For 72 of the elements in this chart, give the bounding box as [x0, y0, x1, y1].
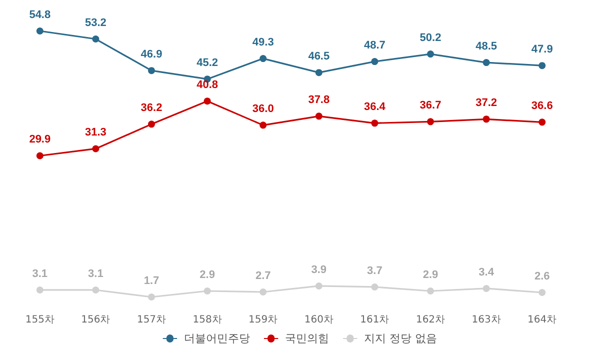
- point: [148, 67, 155, 74]
- data-label: 53.2: [84, 17, 106, 30]
- point: [315, 69, 322, 76]
- legend-label: 국민의힘: [285, 332, 330, 345]
- data-label: 2.9: [422, 268, 438, 281]
- x-tick-label: 159차: [248, 314, 278, 326]
- x-tick-label: 160차: [304, 314, 334, 326]
- point: [148, 294, 155, 300]
- data-label: 3.9: [311, 264, 327, 276]
- data-label: 36.0: [252, 103, 274, 116]
- point: [92, 286, 100, 294]
- data-label: 29.9: [29, 134, 51, 146]
- point: [371, 120, 378, 127]
- x-tick-label: 163차: [472, 314, 501, 326]
- point: [538, 288, 546, 296]
- data-label: 36.7: [420, 100, 442, 112]
- data-label: 3.1: [32, 268, 48, 280]
- point: [36, 286, 44, 294]
- point: [371, 58, 378, 66]
- point: [482, 59, 490, 66]
- data-label: 40.8: [196, 79, 218, 92]
- point: [260, 55, 267, 62]
- x-tick-label: 155차: [25, 314, 54, 326]
- x-tick-label: 156차: [81, 314, 110, 326]
- point: [260, 122, 267, 129]
- point: [204, 287, 211, 294]
- point: [36, 152, 44, 160]
- point: [148, 120, 155, 128]
- data-label: 31.3: [84, 126, 106, 139]
- data-label: 2.7: [255, 270, 271, 282]
- data-label: 48.5: [476, 40, 498, 53]
- point: [427, 287, 434, 294]
- data-label: 37.2: [476, 97, 498, 110]
- point: [260, 288, 267, 296]
- data-label: 46.5: [308, 50, 330, 63]
- point: [427, 118, 434, 126]
- point: [427, 50, 434, 58]
- data-label: 3.7: [367, 264, 382, 277]
- point: [36, 28, 44, 34]
- x-tick-label: 162차: [416, 314, 446, 326]
- data-label: 36.6: [531, 100, 553, 112]
- point: [482, 116, 490, 123]
- point: [482, 284, 490, 292]
- x-tick-label: 158차: [192, 314, 222, 326]
- data-label: 36.2: [140, 102, 162, 114]
- data-label: 37.8: [308, 94, 330, 106]
- data-label: 47.9: [531, 44, 553, 56]
- data-label: 50.2: [420, 32, 442, 44]
- data-label: 48.7: [364, 40, 386, 52]
- data-label: 1.7: [144, 275, 160, 287]
- data-label: 46.9: [140, 48, 162, 61]
- point: [538, 118, 546, 126]
- point: [92, 36, 100, 43]
- data-label: 3.4: [478, 266, 495, 278]
- data-label: 36.4: [364, 101, 386, 114]
- legend-label: 지지 정당 없음: [364, 332, 438, 345]
- data-label: 45.2: [196, 57, 218, 70]
- point: [315, 112, 322, 120]
- x-tick-label: 164차: [528, 314, 557, 326]
- x-tick-label: 161차: [360, 314, 390, 326]
- data-label: 54.8: [29, 9, 51, 21]
- legend-label: 더불어민주당: [184, 332, 250, 345]
- point: [92, 145, 100, 152]
- data-label: 2.6: [534, 270, 550, 282]
- data-label: 2.9: [200, 268, 215, 281]
- point: [315, 282, 322, 290]
- point: [371, 283, 378, 290]
- data-label: 49.3: [252, 36, 274, 49]
- point: [204, 98, 211, 105]
- x-tick-label: 157차: [136, 314, 166, 326]
- point: [538, 62, 546, 70]
- data-label: 3.1: [88, 268, 104, 280]
